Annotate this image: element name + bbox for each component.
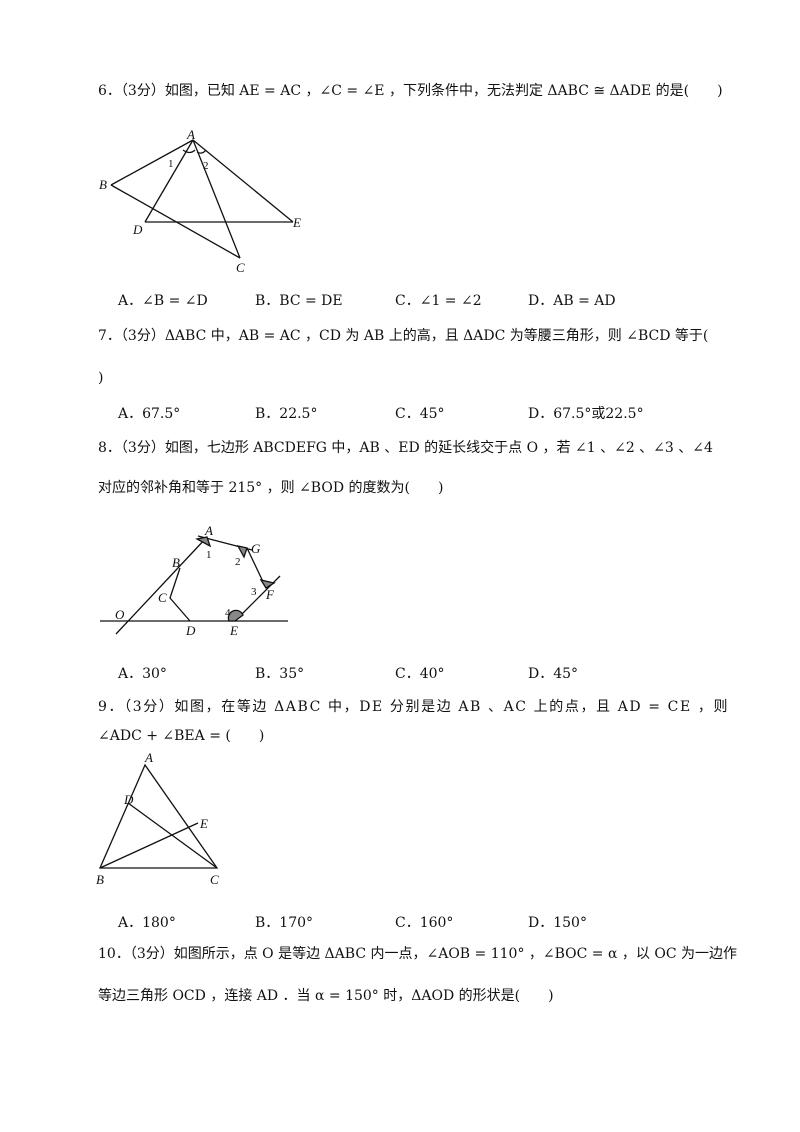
q9-option-c[interactable]: C．160° [395, 915, 454, 931]
q9-option-d[interactable]: D．150° [528, 915, 587, 931]
q7-option-b[interactable]: B．22.5° [255, 406, 318, 422]
q6-option-d[interactable]: D．AB = AD [528, 293, 616, 309]
q6-figure [110, 139, 294, 259]
q8-figure [100, 535, 288, 635]
label-a: A [144, 750, 153, 765]
label-2: 2 [235, 556, 241, 568]
label-d: D [132, 222, 143, 237]
q7-option-c[interactable]: C．45° [395, 406, 445, 422]
q9-figure [99, 763, 219, 869]
label-f: F [265, 587, 275, 602]
q6-stem: 6．（3分）如图，已知 AE = AC ，∠C = ∠E ，下列条件中，无法判定… [98, 83, 723, 99]
q10-stem-cont: 等边三角形 OCD ，连接 AD ．当 α = 150° 时，ΔAOD 的形状是… [98, 988, 554, 1004]
label-4: 4 [225, 607, 231, 619]
label-c: C [210, 872, 219, 887]
q9-option-a[interactable]: A．180° [118, 915, 176, 931]
q7-stem-cont: ) [98, 370, 104, 386]
label-e: E [292, 215, 301, 230]
label-e: E [199, 816, 208, 831]
label-g: G [251, 541, 261, 556]
q8-option-c[interactable]: C．40° [395, 666, 445, 682]
q8-stem: 8．（3分）如图，七边形 ABCDEFG 中，AB 、ED 的延长线交于点 O … [98, 440, 713, 456]
label-2: 2 [203, 160, 209, 172]
q6-option-a[interactable]: A．∠B = ∠D [118, 293, 208, 309]
q7-option-a[interactable]: A．67.5° [118, 406, 181, 422]
label-a: A [186, 127, 195, 142]
q8-option-b[interactable]: B．35° [255, 666, 305, 682]
label-b: B [172, 555, 180, 570]
q7-stem: 7．（3分）ΔABC 中，AB = AC ，CD 为 AB 上的高，且 ΔADC… [98, 328, 709, 344]
q8-figure-labels: A B C D E F G O 1 2 3 4 [115, 523, 275, 638]
label-1: 1 [206, 549, 212, 561]
label-b: B [99, 177, 107, 192]
label-o: O [115, 607, 125, 622]
label-b: B [96, 872, 104, 887]
q9-stem: 9．（3分）如图，在等边 ΔABC 中，DE 分别是边 AB 、AC 上的点，且… [98, 699, 730, 715]
label-e: E [229, 623, 238, 638]
q10-stem: 10．（3分）如图所示，点 O 是等边 ΔABC 内一点，∠AOB = 110°… [98, 946, 737, 962]
label-3: 3 [251, 586, 257, 598]
q8-stem-cont: 对应的邻补角和等于 215° ，则 ∠BOD 的度数为( ) [98, 480, 444, 496]
q9-option-b[interactable]: B．170° [255, 915, 314, 931]
q8-option-a[interactable]: A．30° [118, 666, 167, 682]
q9-figure-labels: A B C D E [96, 750, 219, 887]
q6-option-b[interactable]: B．BC = DE [255, 293, 343, 309]
q8-option-d[interactable]: D．45° [528, 666, 579, 682]
label-c: C [236, 260, 245, 275]
q7-option-d[interactable]: D．67.5°或22.5° [528, 406, 644, 422]
label-1: 1 [168, 158, 174, 170]
q9-stem-cont: ∠ADC + ∠BEA = ( ) [98, 728, 265, 744]
q6-figure-labels: A B C D E 1 2 [99, 127, 301, 275]
label-a: A [204, 523, 213, 538]
label-c: C [158, 590, 167, 605]
label-d: D [123, 792, 134, 807]
q6-option-c[interactable]: C．∠1 = ∠2 [395, 293, 482, 309]
label-d: D [185, 623, 196, 638]
